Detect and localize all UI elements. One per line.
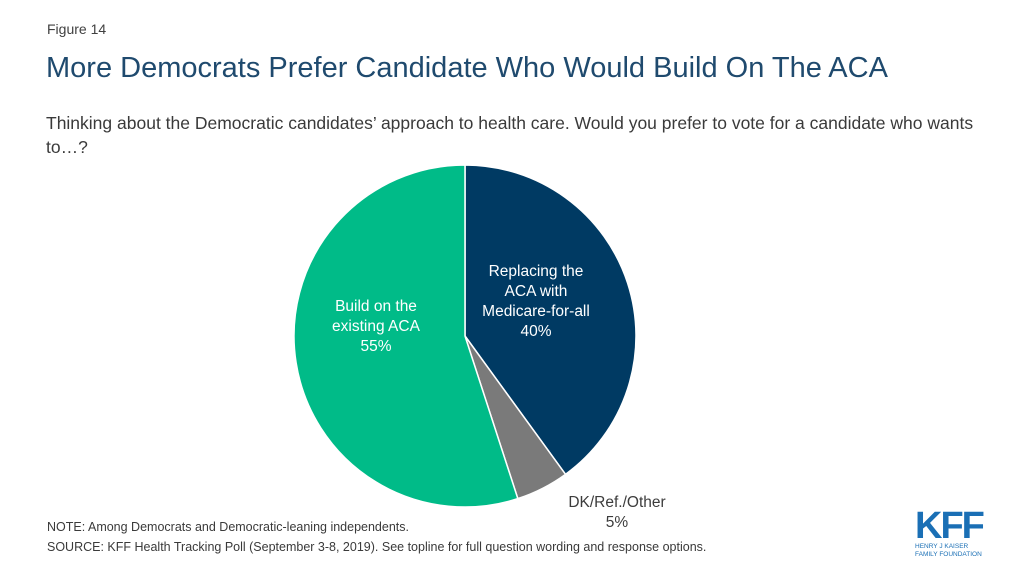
- chart-subtitle: Thinking about the Democratic candidates…: [46, 113, 974, 157]
- figure-label: Figure 14: [47, 21, 107, 37]
- logo-line-1: Henry J Kaiser: [915, 543, 969, 550]
- slice-label-line: DK/Ref./Other: [568, 494, 665, 511]
- slice-label-line: 55%: [360, 338, 391, 355]
- logo-line-2: Family Foundation: [915, 551, 982, 558]
- slice-label-line: Medicare-for-all: [482, 303, 590, 320]
- slice-label-line: 40%: [520, 323, 551, 340]
- slice-label-line: 5%: [606, 514, 629, 531]
- logo-mark: KFF: [915, 505, 985, 547]
- pie-slice: [464, 164, 637, 476]
- pie-slice: [293, 164, 519, 508]
- slice-label-line: Build on the: [335, 298, 417, 315]
- slice-label: DK/Ref./Other 5%: [568, 494, 665, 531]
- chart-source: SOURCE: KFF Health Tracking Poll (Septem…: [47, 540, 707, 554]
- slice-label-line: existing ACA: [332, 318, 421, 335]
- kff-logo: KFF Henry J Kaiser Family Foundation: [915, 505, 989, 559]
- slice-label: Replacing the ACA with Medicare-for-all 40%: [482, 263, 590, 340]
- slice-label: Build on the existing ACA 55%: [332, 298, 421, 355]
- slice-label-line: ACA with: [505, 283, 568, 300]
- slice-label-line: Replacing the: [489, 263, 584, 280]
- chart-note: NOTE: Among Democrats and Democratic-lea…: [47, 520, 409, 534]
- chart-title: More Democrats Prefer Candidate Who Woul…: [46, 52, 888, 84]
